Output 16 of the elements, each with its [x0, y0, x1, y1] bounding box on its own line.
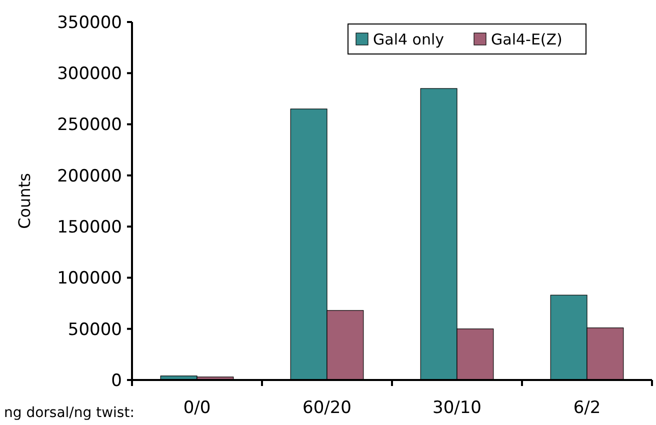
y-axis-title: Counts	[15, 173, 34, 229]
y-tick-label: 50000	[68, 320, 122, 340]
legend-label: Gal4 only	[373, 30, 444, 48]
x-tick-label: 30/10	[432, 398, 482, 418]
y-tick-label: 300000	[57, 64, 122, 84]
y-tick-label: 350000	[57, 12, 122, 33]
x-tick-label: 60/20	[302, 398, 352, 418]
x-axis-title: ng dorsal/ng twist:	[4, 405, 134, 421]
y-tick-label: 250000	[57, 115, 122, 136]
x-tick-label: 6/2	[573, 398, 601, 418]
legend-label: Gal4-E(Z)	[491, 30, 562, 48]
y-tick-label: 100000	[57, 268, 122, 289]
y-tick-label: 200000	[57, 166, 122, 186]
y-tick-label: 0	[111, 370, 122, 391]
x-tick-label: 0/0	[183, 398, 211, 418]
y-tick-label: 150000	[57, 218, 122, 238]
